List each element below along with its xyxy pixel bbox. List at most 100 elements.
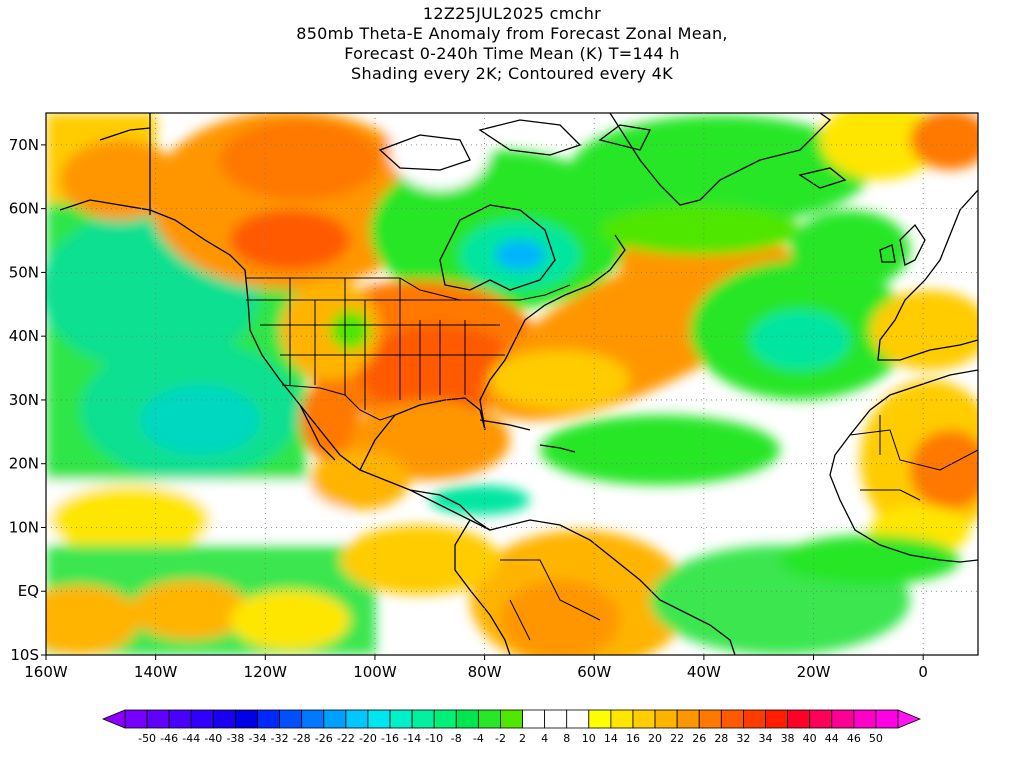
colorbar-swatch (367, 709, 391, 729)
colorbar-label: 28 (714, 732, 728, 745)
colorbar-swatch (743, 709, 766, 729)
colorbar-swatch (323, 709, 347, 729)
title-line-4: Shading every 2K; Contoured every 4K (351, 64, 673, 83)
colorbar-label: -28 (293, 732, 311, 745)
lat-tick-label: 10S (10, 646, 39, 664)
map-frame (45, 112, 979, 656)
colorbar-swatch (124, 709, 148, 729)
lat-tick-label: 20N (9, 455, 39, 473)
colorbar-label: -44 (182, 732, 200, 745)
colorbar-swatch (765, 709, 788, 729)
lat-tick-label: 30N (9, 391, 39, 409)
colorbar-label: -26 (315, 732, 333, 745)
colorbar-label: -2 (495, 732, 506, 745)
colorbar-label: 46 (847, 732, 861, 745)
colorbar-swatch (875, 709, 899, 729)
lon-tick-label: 120W (244, 663, 288, 681)
lon-tick-label: 160W (24, 663, 68, 681)
colorbar-swatch (477, 709, 501, 729)
colorbar-label: 2 (519, 732, 526, 745)
colorbar-label: 22 (670, 732, 684, 745)
lon-tick-label: 80W (468, 663, 502, 681)
colorbar-label: -34 (249, 732, 267, 745)
lat-tick-label: 40N (9, 327, 39, 345)
colorbar-left-arrow (101, 709, 126, 729)
colorbar-swatch (853, 709, 877, 729)
colorbar-label: -46 (160, 732, 178, 745)
lat-tick-label: 60N (9, 200, 39, 218)
colorbar-label: -32 (271, 732, 289, 745)
colorbar-swatch (235, 709, 258, 729)
colorbar-label: 40 (803, 732, 817, 745)
colorbar-label: -20 (359, 732, 377, 745)
shaded-field (46, 113, 978, 655)
colorbar-label: -14 (403, 732, 421, 745)
colorbar-label: -50 (138, 732, 156, 745)
colorbar-swatch (411, 709, 435, 729)
colorbar-label: 38 (781, 732, 795, 745)
colorbar-swatch (720, 709, 744, 729)
colorbar: -50 -46 -44 -40 -38 -34 -32 -28 -26 -22 -20 -16 -14-… (101, 709, 922, 745)
colorbar-label: 32 (736, 732, 750, 745)
colorbar-swatch (257, 709, 280, 729)
colorbar-swatch (831, 709, 855, 729)
colorbar-swatch (654, 709, 678, 729)
colorbar-label: -38 (226, 732, 244, 745)
colorbar-swatch (588, 709, 612, 729)
colorbar-swatch (632, 709, 656, 729)
lat-tick-label: 10N (9, 518, 39, 536)
colorbar-swatch (279, 709, 303, 729)
colorbar-swatch (345, 709, 369, 729)
colorbar-label: 44 (825, 732, 839, 745)
lat-tick-label: EQ (18, 582, 39, 600)
lon-tick-label: 140W (134, 663, 178, 681)
latitude-axis: 70N 60N 50N 40N 30N 20N 10N EQ 10S (9, 136, 46, 664)
colorbar-swatch (566, 709, 590, 729)
lon-tick-label: 40W (687, 663, 721, 681)
colorbar-swatch (676, 709, 700, 729)
political-borders (246, 277, 978, 641)
colorbar-swatch (544, 709, 568, 729)
colorbar-label: -40 (204, 732, 222, 745)
colorbar-swatch (146, 709, 170, 729)
graticule (46, 113, 978, 655)
lat-tick-label: 50N (9, 263, 39, 281)
title-line-2: 850mb Theta-E Anomaly from Forecast Zona… (296, 24, 728, 43)
colorbar-label: 8 (563, 732, 570, 745)
colorbar-label: 10 (582, 732, 596, 745)
lat-tick-label: 70N (9, 136, 39, 154)
colorbar-swatch (389, 709, 413, 729)
colorbar-swatch (190, 709, 214, 729)
colorbar-swatch (787, 709, 811, 729)
colorbar-swatch (698, 709, 722, 729)
colorbar-label: -16 (381, 732, 399, 745)
colorbar-label: 50 (869, 732, 883, 745)
colorbar-swatch (610, 709, 634, 729)
title-line-3: Forecast 0-240h Time Mean (K) T=144 h (344, 44, 680, 63)
colorbar-label: -8 (451, 732, 462, 745)
lon-tick-label: 60W (577, 663, 611, 681)
colorbar-label: 34 (758, 732, 772, 745)
lon-tick-label: 20W (797, 663, 831, 681)
colorbar-label: -10 (425, 732, 443, 745)
colorbar-swatch (500, 709, 523, 729)
colorbar-label: 26 (692, 732, 706, 745)
colorbar-label: 20 (648, 732, 662, 745)
colorbar-label: 14 (604, 732, 618, 745)
colorbar-label: 4 (541, 732, 548, 745)
lon-tick-label: 0 (918, 663, 928, 681)
longitude-axis: 160W 140W 120W 100W 80W 60W 40W 20W 0 (24, 655, 928, 681)
colorbar-label: -22 (337, 732, 355, 745)
colorbar-swatch (168, 709, 192, 729)
colorbar-swatch (809, 709, 833, 729)
colorbar-label: 16 (626, 732, 640, 745)
colorbar-swatch (212, 709, 236, 729)
colorbar-label: -4 (473, 732, 484, 745)
colorbar-swatch (433, 709, 457, 729)
title-line-1: 12Z25JUL2025 cmchr (422, 4, 602, 23)
colorbar-swatch (301, 709, 325, 729)
colorbar-swatch (522, 709, 546, 729)
colorbar-swatch (455, 709, 479, 729)
colorbar-right-arrow (897, 709, 922, 729)
